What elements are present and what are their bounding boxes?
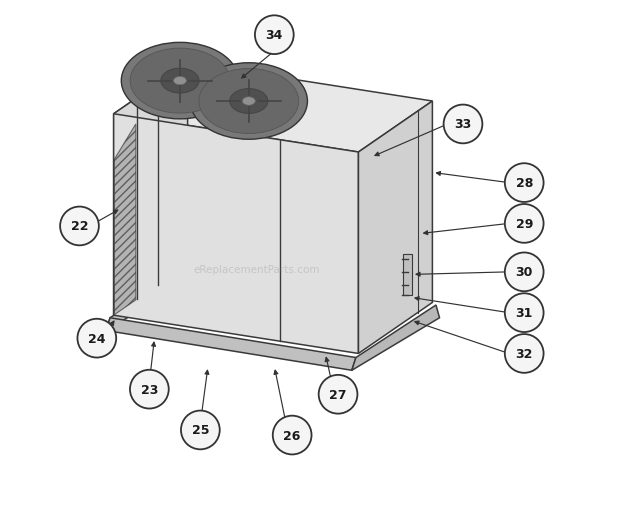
Polygon shape [113,64,188,316]
Polygon shape [113,115,358,354]
Text: 31: 31 [515,306,533,320]
Circle shape [78,319,116,358]
Text: eReplacementParts.com: eReplacementParts.com [193,265,320,275]
Text: 29: 29 [515,217,533,231]
Circle shape [273,416,311,455]
Text: 25: 25 [192,423,209,437]
Text: 27: 27 [329,388,347,401]
Circle shape [505,294,544,332]
Polygon shape [106,266,193,331]
Polygon shape [352,305,440,371]
Circle shape [181,411,219,449]
Polygon shape [106,318,356,371]
Text: 23: 23 [141,383,158,396]
Circle shape [505,205,544,243]
Text: 33: 33 [454,118,472,131]
Text: 22: 22 [71,220,88,233]
Circle shape [505,164,544,203]
Ellipse shape [174,77,187,86]
Ellipse shape [230,90,268,114]
Ellipse shape [190,64,308,140]
Polygon shape [113,64,432,153]
Text: 24: 24 [88,332,105,345]
Circle shape [319,375,357,414]
Text: 30: 30 [515,266,533,279]
Text: 28: 28 [515,177,533,190]
Polygon shape [114,125,136,315]
Ellipse shape [161,69,199,94]
Circle shape [60,207,99,246]
Polygon shape [358,102,432,354]
Polygon shape [403,254,412,295]
Circle shape [130,370,169,409]
Text: 32: 32 [515,347,533,360]
Circle shape [444,105,482,144]
Text: 26: 26 [283,429,301,442]
Circle shape [505,253,544,292]
Circle shape [505,334,544,373]
Ellipse shape [122,43,239,120]
Ellipse shape [199,69,299,134]
Text: 34: 34 [265,29,283,42]
Circle shape [255,16,294,55]
Ellipse shape [130,49,230,114]
Ellipse shape [242,98,255,106]
